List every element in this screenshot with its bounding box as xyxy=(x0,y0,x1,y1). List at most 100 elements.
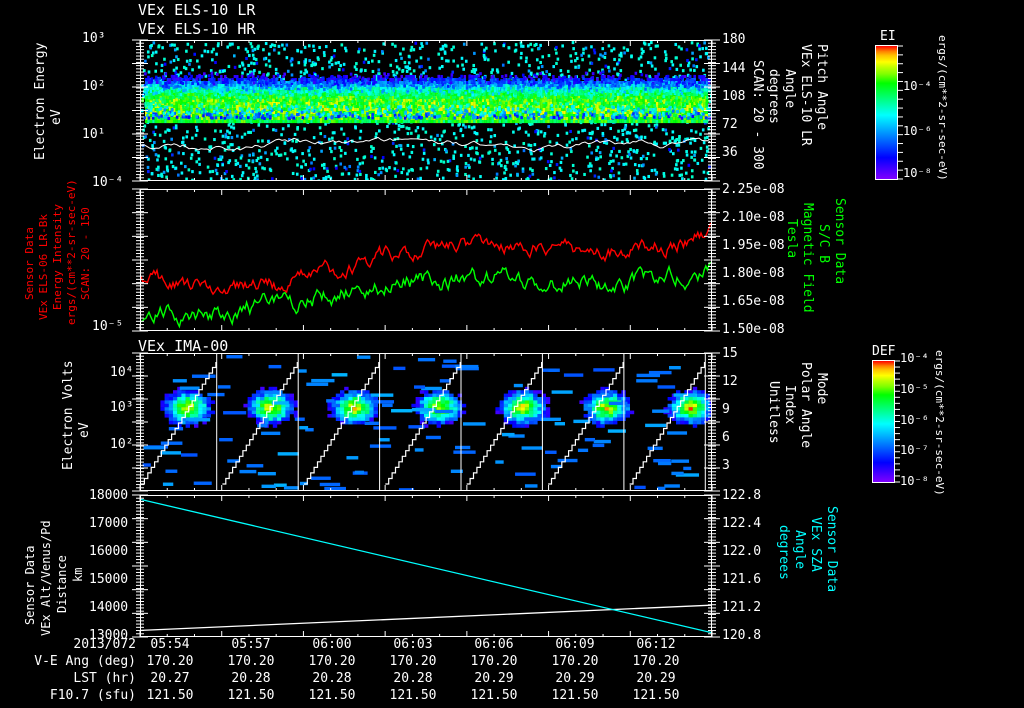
panel1-spectrogram xyxy=(141,41,711,180)
footer-cell: 170.20 xyxy=(308,654,356,669)
footer-cell: 170.20 xyxy=(632,654,680,669)
footer-row-label: LST (hr) xyxy=(73,671,136,686)
panel1-right-tick-0: 180 xyxy=(722,32,746,47)
panel4-right-axis-label-line4: degrees xyxy=(776,525,791,580)
footer-table: 2013/072 05:54 05:57 06:00 06:03 06:06 0… xyxy=(0,636,1024,704)
panel3-colorbar-unit-label: ergs/(cm**2-sr-sec-eV) xyxy=(933,350,946,496)
panel4-right-axis-label-line2: VEx SZA xyxy=(808,517,823,572)
footer-cell: 20.28 xyxy=(231,671,271,686)
panel1-left-tick-2: 10¹ xyxy=(82,127,106,142)
panel3-colorbar-tick-2: 10⁻⁶ xyxy=(900,413,929,427)
footer-cell: 121.50 xyxy=(227,688,275,703)
footer-cell: 170.20 xyxy=(227,654,275,669)
panel4-right-axis-label-line3: Angle xyxy=(792,530,807,570)
panel1-right-axis-label-line5: SCAN: 20 - 300 xyxy=(750,60,765,170)
footer-cell: 121.50 xyxy=(470,688,518,703)
panel3-right-tick-0: 15 xyxy=(722,346,738,361)
panel3-title: VEx IMA-00 xyxy=(138,337,229,355)
panel1-title-line1: VEx ELS-10 LR xyxy=(138,1,256,19)
panel4-traces xyxy=(141,496,711,636)
panel2-right-tick-0: 2.25e-08 xyxy=(722,182,785,197)
panel3-right-axis-label-line2: Polar Angle xyxy=(798,362,813,449)
panel1-left-tick-1: 10² xyxy=(82,79,106,94)
panel4-right-tick-3: 121.6 xyxy=(722,572,762,587)
footer-row: F10.7 (sfu) 121.50 121.50 121.50 121.50 … xyxy=(0,687,1024,704)
panel4-left-tick-5: 13000 xyxy=(89,628,129,643)
panel1-plot-area[interactable] xyxy=(140,40,712,181)
panel4-left-tick-4: 14000 xyxy=(89,600,129,615)
panel3-plot-area[interactable] xyxy=(140,353,712,491)
footer-cell: 05:57 xyxy=(231,637,271,652)
panel2-right-tick-5: 1.50e-08 xyxy=(722,322,785,337)
footer-cell: 121.50 xyxy=(389,688,437,703)
panel3-left-tick-0: 10⁴ xyxy=(110,365,134,380)
panel1-title-line2: VEx ELS-10 HR xyxy=(138,20,256,38)
panel4-right-tick-0: 122.8 xyxy=(722,488,762,503)
panel2-plot-area[interactable] xyxy=(140,189,712,331)
panel4-right-tick-2: 122.0 xyxy=(722,544,762,559)
footer-cell: 06:06 xyxy=(474,637,514,652)
panel2-left-axis-label-line4: ergs/(cm**2-sr-sec-eV) xyxy=(65,179,78,325)
panel1-colorbar-unit-label: ergs/(cm**2-sr-sec-eV) xyxy=(936,35,949,181)
footer-cell: 06:09 xyxy=(555,637,595,652)
panel1-right-axis-label-line3: Angle xyxy=(782,69,797,109)
panel4-left-tick-2: 16000 xyxy=(89,544,129,559)
footer-row-label: V-E Ang (deg) xyxy=(34,654,136,669)
panel2-left-axis-label-line1: Sensor Data xyxy=(23,227,36,300)
panel2-right-tick-1: 2.10e-08 xyxy=(722,210,785,225)
footer-cell: 06:03 xyxy=(393,637,433,652)
panel2-left-axis-label-line3: Energy Intensity xyxy=(51,204,64,310)
footer-cell: 20.29 xyxy=(555,671,595,686)
footer-cell: 121.50 xyxy=(308,688,356,703)
panel1-colorbar-title: EI xyxy=(880,29,896,44)
panel1-left-tick-0: 10³ xyxy=(82,31,106,46)
panel3-colorbar-tick-0: 10⁻⁴ xyxy=(900,351,929,365)
panel3-right-tick-3: 6 xyxy=(722,430,730,445)
panel2-right-axis-label-line2: S/C B xyxy=(816,224,831,264)
panel1-right-tick-2: 108 xyxy=(722,89,746,104)
panel2-right-axis-label-line3: Magnetic Field xyxy=(800,203,815,313)
panel3-right-axis-label-line4: Unitless xyxy=(766,381,781,444)
footer-row: LST (hr) 20.27 20.28 20.28 20.28 20.29 2… xyxy=(0,670,1024,687)
panel3-colorbar-tick-4: 10⁻⁸ xyxy=(900,474,929,488)
panel4-right-tick-1: 122.4 xyxy=(722,516,762,531)
footer-row: V-E Ang (deg) 170.20 170.20 170.20 170.2… xyxy=(0,653,1024,670)
panel3-left-axis-label-line2: eV xyxy=(77,422,92,438)
footer-row-label: 2013/072 xyxy=(73,637,136,652)
footer-cell: 20.28 xyxy=(312,671,352,686)
panel1-colorbar-tick-2: 10⁻⁸ xyxy=(903,166,932,180)
panel2-traces xyxy=(141,190,711,330)
panel4-right-axis-label-line1: Sensor Data xyxy=(824,506,839,593)
panel2-right-tick-3: 1.80e-08 xyxy=(722,266,785,281)
panel2-left-tick-1: 10⁻⁵ xyxy=(92,319,124,334)
panel1-colorbar-tick-1: 10⁻⁶ xyxy=(903,124,932,138)
footer-cell: 05:54 xyxy=(150,637,190,652)
panel1-right-axis-label-line2: VEx ELS-10 LR xyxy=(798,44,813,146)
panel1-right-tick-4: 36 xyxy=(722,145,738,160)
footer-row: 2013/072 05:54 05:57 06:00 06:03 06:06 0… xyxy=(0,636,1024,653)
panel3-right-tick-4: 3 xyxy=(722,458,730,473)
panel4-left-axis-label-line4: km xyxy=(71,567,85,582)
panel1-right-axis-label-line4: degrees xyxy=(766,69,781,124)
panel3-colorbar-title: DEF xyxy=(872,344,896,359)
footer-cell: 20.29 xyxy=(474,671,514,686)
panel4-left-tick-0: 18000 xyxy=(89,488,129,503)
panel4-right-tick-4: 121.2 xyxy=(722,600,762,615)
panel3-colorbar-tick-1: 10⁻⁵ xyxy=(900,382,929,396)
panel4-left-tick-3: 15000 xyxy=(89,572,129,587)
panel1-colorbar-tick-0: 10⁻⁴ xyxy=(903,79,932,93)
panel4-right-tick-5: 120.8 xyxy=(722,628,762,643)
panel4-left-axis-label-line2: VEx Alt/Venus/Pd xyxy=(39,520,53,636)
panel3-right-tick-2: 9 xyxy=(722,402,730,417)
panel4-plot-area[interactable] xyxy=(140,495,712,637)
panel2-left-axis-label-line5: SCAN: 20 - 150 xyxy=(79,207,92,300)
footer-cell: 121.50 xyxy=(551,688,599,703)
panel2-right-axis-label-line4: Tesla xyxy=(784,219,799,259)
panel3-left-tick-2: 10² xyxy=(110,437,134,452)
panel1-right-axis-label-line1: Pitch Angle xyxy=(814,44,829,131)
panel2-right-tick-2: 1.95e-08 xyxy=(722,238,785,253)
panel1-right-tick-1: 144 xyxy=(722,61,746,76)
panel2-left-axis-label-line2: VEx ELS-06 LR-Bk xyxy=(37,214,50,320)
panel3-left-tick-1: 10³ xyxy=(110,400,134,415)
footer-cell: 20.27 xyxy=(150,671,190,686)
